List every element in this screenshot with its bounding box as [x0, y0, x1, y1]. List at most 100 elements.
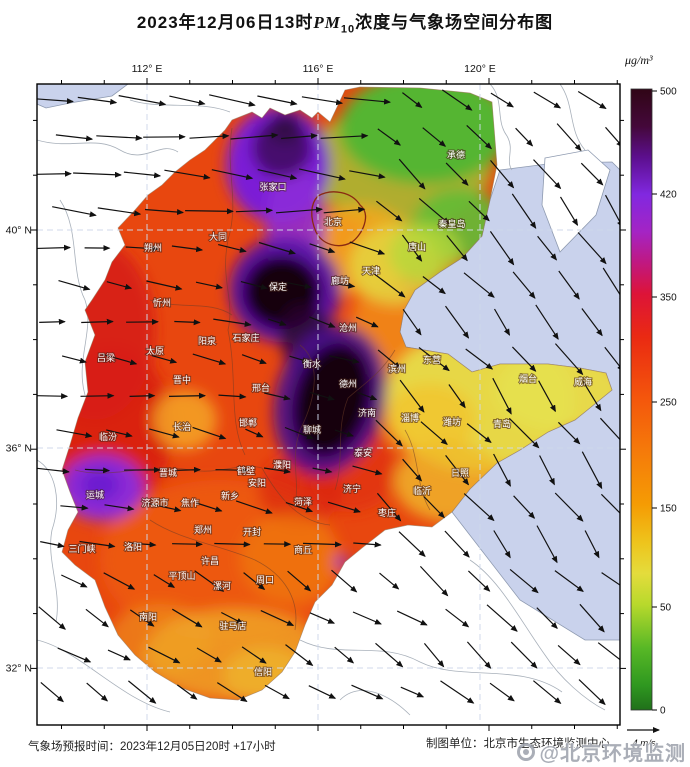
wind-arrow	[579, 603, 605, 633]
colorbar-tick-label: 420	[660, 190, 677, 201]
wind-arrow	[601, 572, 620, 590]
wind-arrow	[129, 392, 156, 399]
wind-arrow	[372, 272, 406, 298]
city-label: 泰安	[354, 447, 372, 458]
wind-arrow	[96, 134, 143, 141]
city-label: 阳泉	[198, 335, 216, 346]
wind-arrow	[264, 684, 290, 700]
map-producer-label: 制图单位：北京市生态环境监测中心	[426, 738, 610, 750]
city-label: 济宁	[343, 483, 361, 494]
wind-arrow	[55, 134, 94, 142]
wind-arrow	[577, 232, 607, 265]
wind-arrow	[309, 243, 336, 254]
wind-arrow	[554, 343, 584, 376]
axis-labels: 112° E 116° E 120° E 40° N 36° N 32° N	[6, 63, 496, 675]
wind-arrow	[123, 171, 162, 179]
wind-arrow	[298, 168, 346, 181]
wind-arrow	[375, 642, 404, 668]
wind-arrow	[557, 644, 581, 666]
wind-arrow	[275, 206, 323, 214]
wind-arrow	[174, 319, 201, 326]
wind-arrow	[176, 684, 198, 700]
wind-arrow	[171, 245, 204, 253]
wind-arrow	[493, 453, 511, 487]
wind-arrow	[164, 169, 211, 180]
wind-arrow	[441, 89, 473, 111]
city-label: 承德	[447, 149, 465, 160]
colorbar-tick-label: 0	[660, 706, 666, 717]
city-label: 威海	[574, 376, 592, 387]
wind-arrow	[287, 282, 312, 290]
wind-arrow	[56, 429, 93, 439]
wind-arrow	[218, 244, 247, 253]
lat-label: 40° N	[6, 225, 32, 237]
wind-arrow	[512, 271, 536, 299]
wind-arrow	[235, 500, 273, 515]
wind-arrow	[37, 98, 74, 105]
wind-arrow	[533, 91, 562, 109]
wind-arrow	[402, 458, 423, 482]
lat-label: 32° N	[6, 663, 32, 675]
wind-arrow	[281, 133, 318, 140]
city-label: 长治	[173, 421, 191, 432]
wind-arrow	[422, 127, 447, 147]
city-label: 许昌	[201, 555, 219, 566]
wind-arrow	[489, 682, 515, 702]
city-label: 烟台	[519, 373, 537, 384]
wind-arrow	[289, 355, 310, 363]
wind-arrow	[302, 541, 342, 548]
wind-arrow	[323, 206, 366, 214]
wind-arrow	[353, 541, 382, 548]
wind-arrow	[357, 391, 378, 401]
wind-arrow	[578, 679, 606, 706]
wind-arrow	[333, 282, 356, 289]
wind-arrow	[60, 504, 89, 511]
city-label: 日照	[451, 468, 469, 478]
wind-arrow	[192, 353, 227, 366]
wind-arrow	[493, 530, 511, 559]
wind-arrows	[37, 89, 620, 706]
wind-arrow	[445, 455, 470, 486]
wind-arrow	[104, 504, 135, 512]
wind-arrow	[509, 568, 539, 594]
wind-arrow	[349, 241, 386, 255]
wind-arrow	[465, 348, 494, 370]
city-label: 唐山	[408, 241, 426, 252]
city-label: 青岛	[493, 418, 511, 429]
wind-arrow	[320, 133, 369, 140]
wind-arrow	[97, 207, 142, 217]
city-label: 廊坊	[331, 275, 349, 286]
wind-arrow	[61, 574, 88, 588]
wind-arrow	[260, 610, 295, 626]
city-label: 晋中	[173, 374, 191, 385]
wind-arrow	[513, 495, 536, 519]
page-title: 2023年12月06日13时PM10浓度与气象场空间分布图	[136, 13, 554, 36]
wind-arrow	[221, 611, 244, 625]
wind-arrow	[284, 426, 314, 440]
colorbar-tick-label: 50	[660, 603, 672, 614]
wind-arrow	[511, 346, 537, 372]
wind-arrow	[446, 235, 468, 262]
city-label: 濮阳	[273, 459, 291, 470]
city-label: 邢台	[252, 382, 270, 393]
wind-arrow	[128, 541, 157, 548]
wind-arrow	[211, 169, 254, 180]
city-label: 潍坊	[443, 416, 461, 427]
city-label: 临汾	[99, 431, 117, 442]
wind-arrow	[309, 391, 335, 401]
city-label: 洛阳	[124, 541, 142, 552]
wind-arrow	[554, 570, 584, 592]
wind-arrow	[463, 493, 495, 522]
wind-arrow	[492, 377, 512, 415]
wind-arrow	[128, 680, 157, 704]
forecast-time-label: 气象场预报时间：2023年12月05日20时 +17小时	[28, 741, 276, 753]
city-label: 聊城	[303, 424, 321, 435]
wind-arrow	[216, 682, 248, 702]
wind-arrow	[169, 95, 206, 106]
wind-arrow	[352, 465, 383, 476]
city-label: 衡水	[303, 358, 321, 369]
city-label: 忻州	[153, 297, 171, 308]
wind-arrow	[37, 467, 70, 475]
